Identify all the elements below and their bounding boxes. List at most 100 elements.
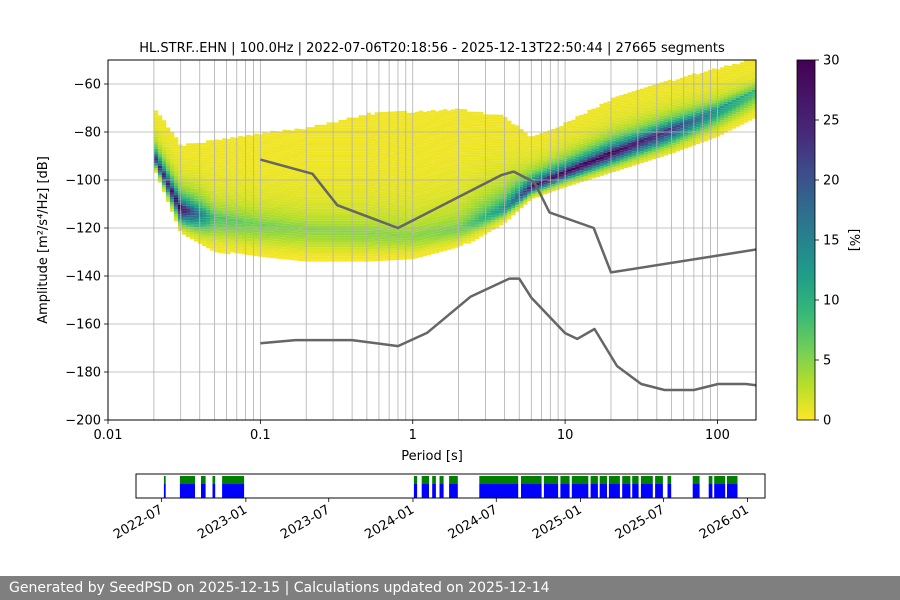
- heatmap-cell: [475, 219, 480, 223]
- heatmap-cell: [479, 123, 484, 127]
- heatmap-cell: [362, 247, 368, 250]
- heatmap-cell: [326, 242, 331, 245]
- heatmap-cell: [318, 220, 323, 224]
- heatmap-cell: [454, 218, 460, 222]
- heatmap-cell: [418, 240, 424, 243]
- heatmap-cell: [374, 155, 380, 158]
- heatmap-cell: [181, 220, 187, 223]
- heatmap-cell: [414, 231, 420, 235]
- heatmap-cell: [282, 211, 287, 214]
- heatmap-cell: [394, 231, 400, 234]
- heatmap-cell: [190, 208, 195, 211]
- heatmap-cell: [442, 157, 448, 160]
- heatmap-cell: [442, 233, 448, 237]
- heatmap-cell: [487, 222, 492, 225]
- heatmap-cell: [346, 132, 351, 135]
- heatmap-cell: [378, 208, 384, 211]
- heatmap-cell: [274, 169, 279, 173]
- heatmap-cell: [438, 134, 444, 137]
- heatmap-cell: [290, 250, 295, 253]
- heatmap-cell: [238, 157, 243, 161]
- heatmap-cell: [527, 174, 532, 178]
- heatmap-cell: [358, 132, 363, 135]
- heatmap-cell: [282, 163, 287, 166]
- heatmap-cell: [499, 143, 504, 146]
- heatmap-cell: [254, 172, 259, 175]
- heatmap-cell: [434, 147, 440, 150]
- heatmap-cell: [390, 245, 396, 249]
- heatmap-cell: [354, 225, 359, 228]
- heatmap-cell: [246, 218, 251, 222]
- heatmap-cell: [446, 240, 452, 243]
- heatmap-cell: [466, 138, 472, 141]
- heatmap-cell: [382, 133, 388, 136]
- heatmap-cell: [394, 221, 400, 225]
- heatmap-cell: [402, 130, 408, 133]
- heatmap-cell: [314, 160, 319, 164]
- heatmap-cell: [190, 236, 195, 240]
- heatmap-cell: [462, 159, 468, 162]
- heatmap-cell: [165, 170, 171, 174]
- heatmap-cell: [495, 124, 500, 127]
- heatmap-cell: [507, 166, 512, 169]
- heatmap-cell: [302, 259, 307, 262]
- heatmap-cell: [370, 213, 376, 216]
- heatmap-cell: [298, 131, 303, 134]
- heatmap-cell: [354, 151, 359, 154]
- heatmap-cell: [475, 171, 480, 175]
- heatmap-cell: [350, 252, 355, 255]
- heatmap-cell: [173, 163, 179, 167]
- heatmap-cell: [266, 207, 271, 210]
- heatmap-cell: [246, 175, 251, 179]
- heatmap-cell: [194, 181, 199, 184]
- heatmap-cell: [374, 186, 380, 190]
- heatmap-cell: [462, 219, 468, 222]
- heatmap-cell: [370, 153, 376, 156]
- heatmap-cell: [479, 150, 484, 153]
- heatmap-cell: [354, 132, 359, 135]
- heatmap-cell: [294, 140, 299, 143]
- heatmap-cell: [306, 223, 311, 226]
- heatmap-cell: [515, 161, 520, 164]
- heatmap-cell: [442, 164, 448, 167]
- heatmap-cell: [298, 222, 303, 225]
- heatmap-cell: [278, 148, 283, 151]
- heatmap-cell: [475, 159, 480, 163]
- heatmap-cell: [394, 171, 400, 174]
- heatmap-cell: [334, 232, 339, 236]
- heatmap-cell: [422, 224, 428, 228]
- heatmap-cell: [358, 184, 363, 188]
- heatmap-cell: [226, 220, 231, 223]
- heatmap-cell: [434, 142, 440, 145]
- heatmap-cell: [362, 158, 368, 161]
- heatmap-cell: [454, 130, 460, 133]
- heatmap-cell: [370, 220, 376, 223]
- heatmap-cell: [362, 196, 368, 200]
- heatmap-cell: [466, 111, 472, 115]
- heatmap-cell: [499, 215, 504, 218]
- heatmap-cell: [442, 147, 448, 150]
- heatmap-cell: [254, 239, 259, 242]
- heatmap-cell: [511, 131, 516, 134]
- heatmap-cell: [226, 208, 231, 211]
- heatmap-cell: [326, 256, 331, 260]
- heatmap-cell: [266, 154, 271, 157]
- heatmap-cell: [274, 217, 279, 221]
- heatmap-cell: [254, 169, 259, 173]
- heatmap-cell: [206, 142, 211, 146]
- heatmap-cell: [226, 244, 231, 247]
- heatmap-cell: [242, 242, 247, 245]
- heatmap-cell: [222, 195, 227, 199]
- heatmap-cell: [177, 151, 183, 155]
- heatmap-cell: [374, 251, 380, 254]
- heatmap-cell: [278, 206, 283, 209]
- heatmap-cell: [342, 192, 347, 195]
- heatmap-cell: [519, 145, 524, 149]
- heatmap-cell: [222, 159, 227, 163]
- heatmap-cell: [487, 150, 492, 153]
- heatmap-cell: [394, 243, 400, 246]
- heatmap-cell: [450, 224, 456, 228]
- heatmap-cell: [362, 237, 368, 240]
- heatmap-cell: [342, 247, 347, 250]
- heatmap-cell: [334, 223, 339, 226]
